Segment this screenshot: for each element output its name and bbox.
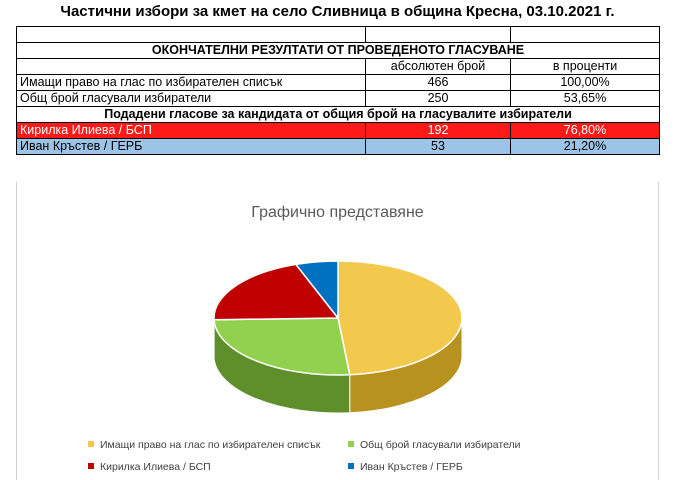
candidate-absolute: 53 <box>365 138 511 155</box>
table-row: Подадени гласове за кандидата от общия б… <box>16 106 660 123</box>
legend-swatch <box>88 463 94 470</box>
table-row: Кирилка Илиева / БСП 192 76,80% <box>16 122 660 139</box>
pie-slice-voted <box>213 317 351 376</box>
legend-label: Иван Кръстев / ГЕРБ <box>360 461 463 473</box>
pie-slice-eligible <box>337 260 463 376</box>
table-row: ОКОНЧАТЕЛНИ РЕЗУЛТАТИ ОТ ПРОВЕДЕНОТО ГЛА… <box>16 42 660 59</box>
legend-swatch <box>88 441 94 448</box>
row-label: Общ брой гласували избиратели <box>16 90 366 107</box>
candidate-label: Иван Кръстев / ГЕРБ <box>16 138 366 155</box>
legend-label: Имащи право на глас по избирателен списъ… <box>100 439 321 451</box>
column-header-absolute: абсолютен брой <box>365 58 511 75</box>
candidates-header: Подадени гласове за кандидата от общия б… <box>16 106 660 123</box>
legend-item-eligible: Имащи право на глас по избирателен списъ… <box>88 438 320 452</box>
column-header-percent: в проценти <box>510 58 660 75</box>
page-title: Частични избори за кмет на село Сливница… <box>60 3 615 20</box>
legend-swatch <box>348 463 354 470</box>
candidate-percent: 21,20% <box>510 138 660 155</box>
pie-slice-krastev <box>294 260 339 321</box>
row-label: Имащи право на глас по избирателен списъ… <box>16 74 366 91</box>
chart-area <box>16 182 659 480</box>
legend-swatch <box>348 441 354 448</box>
candidate-label: Кирилка Илиева / БСП <box>16 122 366 139</box>
legend-item-krastev: Иван Кръстев / ГЕРБ <box>348 460 463 474</box>
legend-item-ilieva: Кирилка Илиева / БСП <box>88 460 211 474</box>
candidate-absolute: 192 <box>365 122 511 139</box>
table-row: абсолютен брой в проценти <box>16 58 660 75</box>
chart-title: Графично представяне <box>251 204 424 221</box>
section-header: ОКОНЧАТЕЛНИ РЕЗУЛТАТИ ОТ ПРОВЕДЕНОТО ГЛА… <box>16 42 660 59</box>
results-table: ОКОНЧАТЕЛНИ РЕЗУЛТАТИ ОТ ПРОВЕДЕНОТО ГЛА… <box>16 26 660 155</box>
legend-label: Общ брой гласували избиратели <box>360 439 521 451</box>
legend-item-voted: Общ брой гласували избиратели <box>348 438 521 452</box>
table-row: Общ брой гласували избиратели 250 53,65% <box>16 90 660 107</box>
legend-label: Кирилка Илиева / БСП <box>100 461 211 473</box>
table-row: Иван Кръстев / ГЕРБ 53 21,20% <box>16 138 660 155</box>
candidate-percent: 76,80% <box>510 122 660 139</box>
pie-slice-ilieva <box>213 263 340 321</box>
